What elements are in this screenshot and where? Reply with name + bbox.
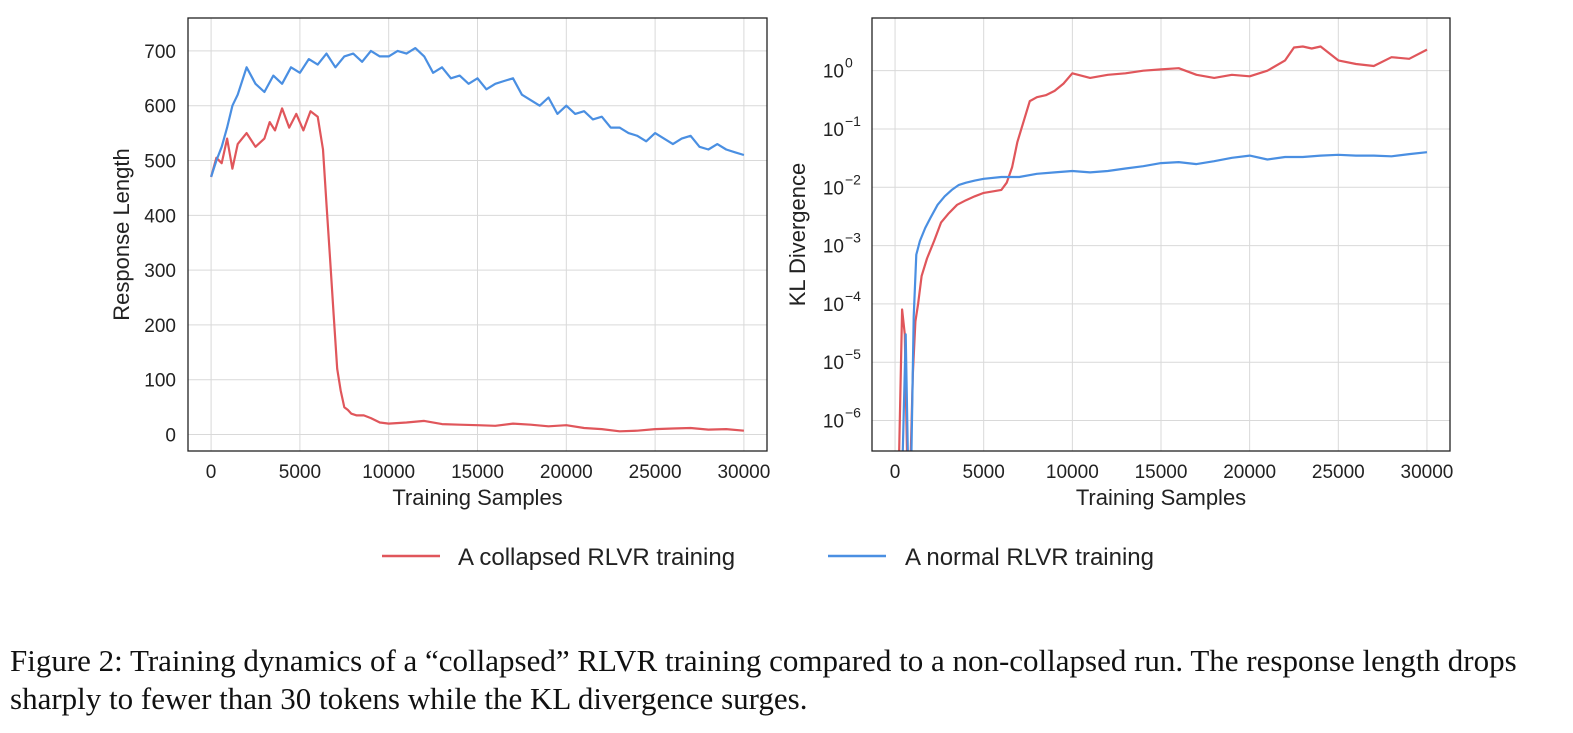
x-tick-label: 0 xyxy=(206,462,217,483)
series-line-collapsed xyxy=(210,107,744,433)
plot-frame xyxy=(871,17,1451,452)
y-tick-label: 0 xyxy=(165,426,176,447)
figure-caption: Figure 2: Training dynamics of a “collap… xyxy=(10,643,1517,716)
series-line-normal xyxy=(210,46,745,178)
y-tick-exponent: −4 xyxy=(845,288,861,304)
y-tick-exponent: −6 xyxy=(845,405,861,421)
x-tick-label: 30000 xyxy=(717,462,770,483)
y-tick-label: 600 xyxy=(144,97,176,118)
y-tick-exponent: −3 xyxy=(845,230,861,246)
x-axis-label: Training Samples xyxy=(1076,485,1246,510)
x-tick-label: 30000 xyxy=(1401,462,1454,483)
kl-divergence-chart: 0 5000 10000 15000 20000 25000 3000010−610−510… xyxy=(785,17,1454,510)
y-tick-label: 10 xyxy=(823,412,844,433)
y-tick-label: 300 xyxy=(144,261,176,282)
x-tick-label: 20000 xyxy=(540,462,593,483)
y-tick-label: 400 xyxy=(144,206,176,227)
series-line-normal xyxy=(901,151,1428,451)
y-tick-exponent: −2 xyxy=(845,171,861,187)
y-tick-label: 10 xyxy=(823,120,844,141)
y-tick-label: 10 xyxy=(823,178,844,199)
x-tick-label: 5000 xyxy=(963,462,1005,483)
legend: A collapsed RLVR training A normal RLVR … xyxy=(382,544,1154,571)
x-tick-label: 15000 xyxy=(1135,462,1188,483)
x-tick-label: 15000 xyxy=(451,462,504,483)
legend-label-collapsed: A collapsed RLVR training xyxy=(458,544,735,571)
y-tick-label: 100 xyxy=(144,371,176,392)
x-tick-label: 25000 xyxy=(1312,462,1365,483)
series-line-collapsed xyxy=(898,45,1428,451)
y-tick-label: 10 xyxy=(823,62,844,83)
y-tick-label: 700 xyxy=(144,42,176,63)
plot-frame xyxy=(187,17,768,452)
x-tick-label: 20000 xyxy=(1223,462,1276,483)
y-tick-label: 10 xyxy=(823,237,844,258)
y-tick-exponent: 0 xyxy=(845,55,853,71)
y-tick-label: 10 xyxy=(823,353,844,374)
y-tick-exponent: −5 xyxy=(845,346,861,362)
x-tick-label: 5000 xyxy=(279,462,321,483)
y-axis-label: KL Divergence xyxy=(785,163,810,306)
y-axis-label: Response Length xyxy=(109,148,134,320)
legend-label-normal: A normal RLVR training xyxy=(905,544,1154,571)
y-tick-label: 500 xyxy=(144,152,176,173)
x-tick-label: 10000 xyxy=(362,462,415,483)
y-tick-label: 10 xyxy=(823,295,844,316)
y-tick-exponent: −1 xyxy=(845,113,861,129)
y-tick-label: 200 xyxy=(144,316,176,337)
x-tick-label: 10000 xyxy=(1046,462,1099,483)
x-tick-label: 0 xyxy=(890,462,901,483)
response-length-chart: 0 5000 10000 15000 20000 25000 30000 0 100 200 300… xyxy=(109,17,770,510)
x-axis-label: Training Samples xyxy=(392,485,562,510)
x-tick-label: 25000 xyxy=(629,462,682,483)
